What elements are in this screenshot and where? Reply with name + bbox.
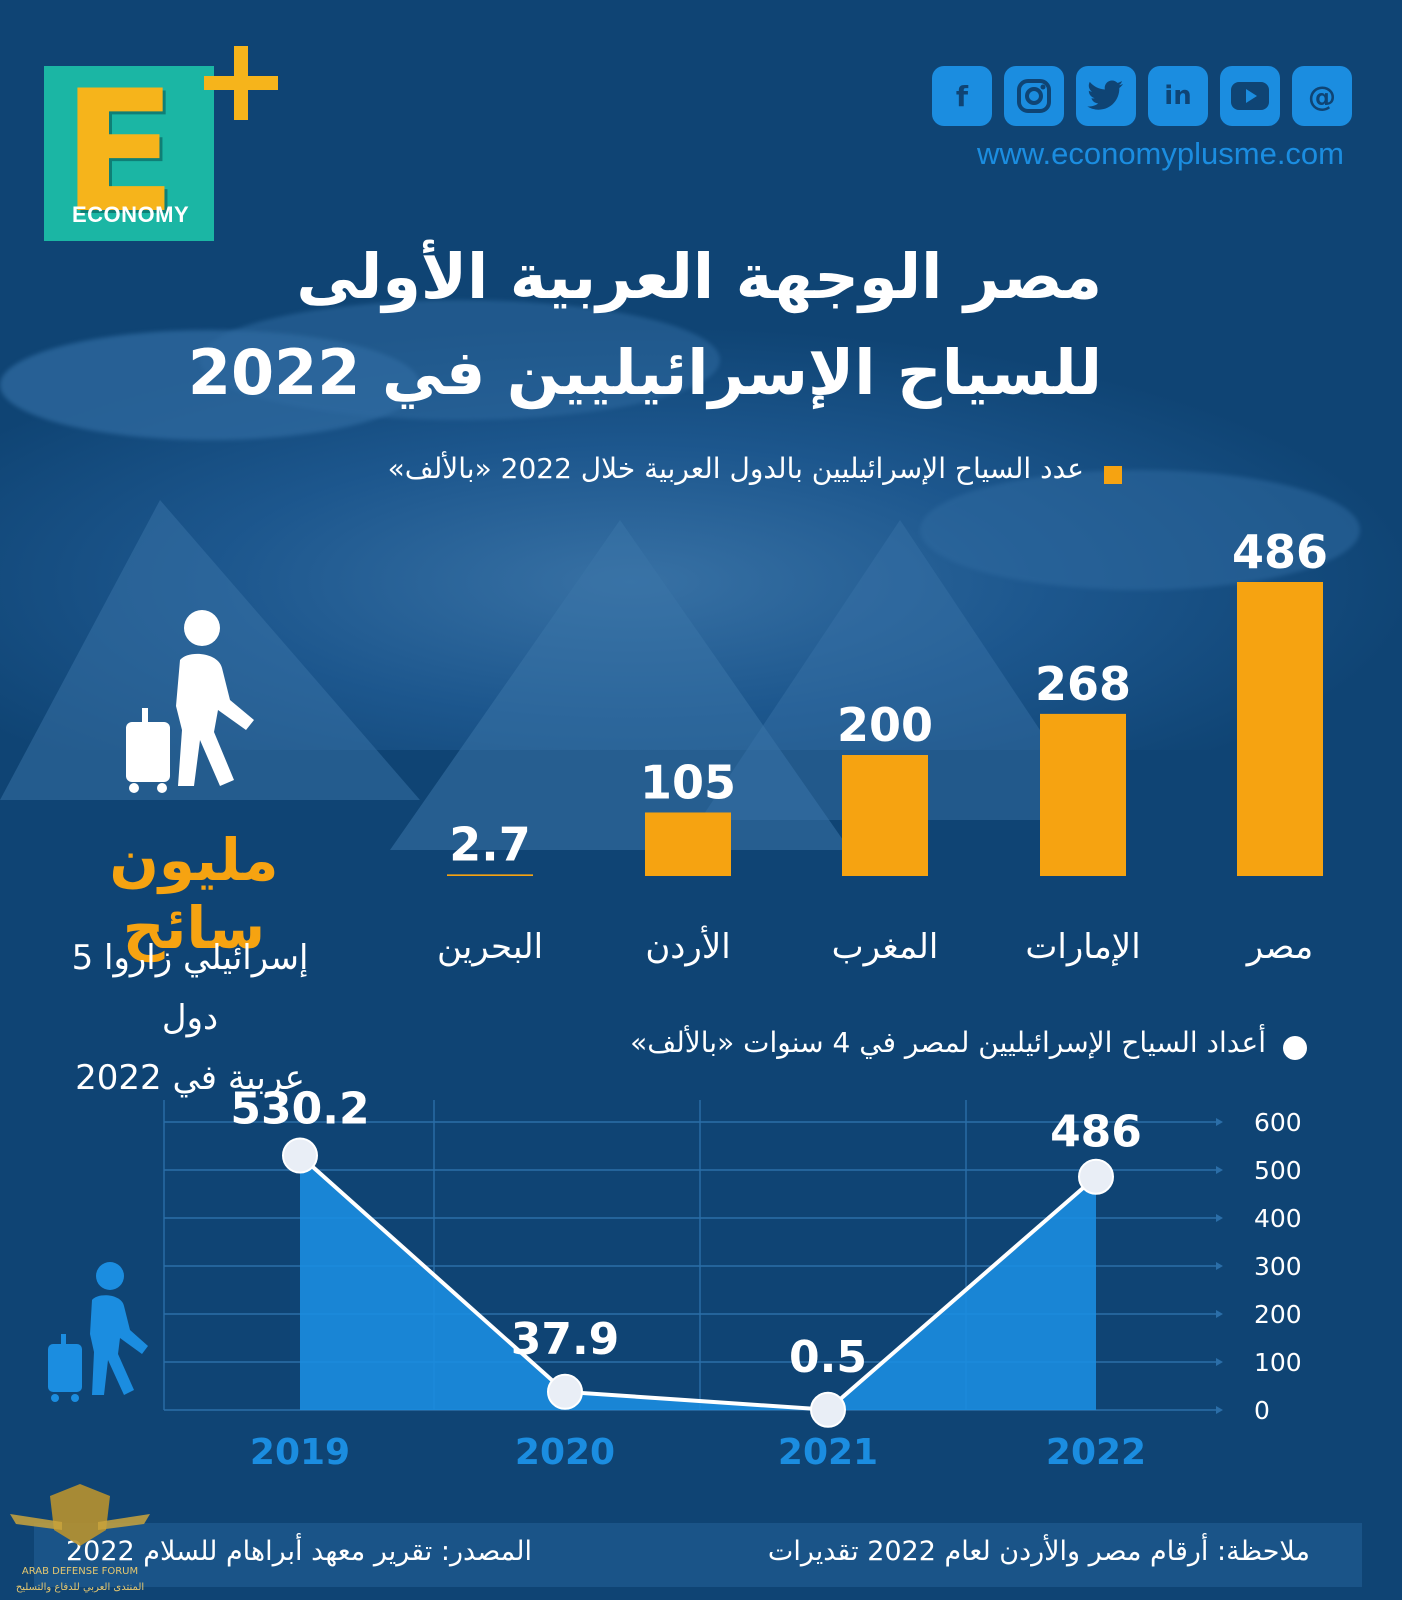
x-tick-label: 2022	[1046, 1432, 1146, 1473]
watermark-text-ar: المنتدى العربي للدفاع والتسليح	[16, 1582, 144, 1593]
bar-category-label: مصر	[1245, 927, 1313, 967]
bar	[447, 874, 533, 876]
y-tick-label: 400	[1254, 1204, 1302, 1233]
y-tick-label: 200	[1254, 1300, 1302, 1329]
y-tick-label: 500	[1254, 1156, 1302, 1185]
y-tick-label: 0	[1254, 1396, 1270, 1425]
bar	[1040, 713, 1126, 876]
title-line-2: للسياح الإسرائيليين في 2022	[187, 336, 1102, 409]
data-point	[282, 1137, 318, 1174]
grid-arrow	[1216, 1118, 1223, 1126]
instagram-icon[interactable]	[1004, 66, 1064, 126]
grid-arrow	[1216, 1166, 1223, 1174]
series-line	[298, 1154, 1098, 1412]
million-tourists-label: مليون سائح	[109, 826, 279, 962]
bar-chart: 486 مصر 268 الإمارات 200 المغرب 105 الأردن 2.7 ال…	[437, 525, 1328, 967]
logo-backdrop	[44, 66, 214, 241]
line-legend-dot	[1283, 1036, 1307, 1060]
cloud-center	[200, 300, 720, 420]
x-tick-label: 2020	[515, 1432, 615, 1473]
y-tick-label: 600	[1254, 1108, 1302, 1137]
line-chart: 0 100 200 300 400 500 600 530.2 2019 37.9 2020 0.5 2…	[163, 1084, 1302, 1473]
social-icons: f in @	[932, 66, 1352, 126]
data-value-label: 37.9	[511, 1314, 620, 1365]
bar-category-label: البحرين	[437, 927, 543, 967]
data-point	[1078, 1158, 1114, 1195]
grid-arrow	[1216, 1406, 1223, 1414]
bar-value-label: 486	[1232, 525, 1328, 579]
traveler-icon	[126, 610, 254, 793]
pyramid-large	[390, 520, 850, 850]
bar-value-label: 268	[1035, 657, 1131, 711]
footer-source: المصدر: تقرير معهد أبراهام للسلام 2022	[66, 1536, 532, 1567]
x-tick-label: 2019	[250, 1432, 350, 1473]
side-description-line-2: عربية في 2022	[75, 1058, 305, 1098]
watermark-logo: ARAB DEFENSE FORUM المنتدى العربي للدفاع…	[10, 1484, 150, 1593]
data-value-label: 530.2	[230, 1084, 369, 1135]
grid-arrow	[1216, 1310, 1223, 1318]
bar	[645, 812, 731, 876]
line-chart-subtitle: أعداد السياح الإسرائيليين لمصر في 4 سنوا…	[630, 1026, 1266, 1059]
title-line-1: مصر الوجهة العربية الأولى	[296, 240, 1102, 313]
data-point	[810, 1391, 846, 1428]
grid-arrow	[1216, 1262, 1223, 1270]
bar-value-label: 105	[640, 755, 736, 809]
bar-chart-subtitle: عدد السياح الإسرائيليين بالدول العربية خ…	[387, 452, 1084, 485]
area-fill	[300, 1155, 1096, 1410]
grid-arrow	[1216, 1214, 1223, 1222]
facebook-icon[interactable]: f	[932, 66, 992, 126]
linkedin-icon[interactable]: in	[1148, 66, 1208, 126]
side-description-line-1: إسرائيلي زاروا 5 دول	[71, 938, 309, 1038]
bar-value-label: 200	[837, 698, 933, 752]
data-point	[547, 1373, 583, 1410]
bar-value-label: 2.7	[449, 817, 531, 871]
data-value-label: 0.5	[789, 1332, 867, 1383]
logo-wordmark: ECONOMY	[72, 202, 190, 227]
cloud-right	[920, 470, 1360, 590]
traveler-icon-small	[48, 1262, 148, 1402]
twitter-icon[interactable]	[1076, 66, 1136, 126]
youtube-icon[interactable]	[1220, 66, 1280, 126]
data-value-label: 486	[1050, 1107, 1142, 1158]
bar	[1237, 582, 1323, 876]
watermark-text-en: ARAB DEFENSE FORUM	[22, 1566, 138, 1577]
bar-category-label: الإمارات	[1025, 927, 1140, 967]
economy-plus-logo: E ECONOMY	[44, 46, 278, 250]
bar-category-label: المغرب	[832, 927, 939, 967]
grid-arrow	[1216, 1358, 1223, 1366]
logo-letter: E	[62, 54, 177, 250]
logo-plus-icon	[204, 46, 278, 120]
website-url[interactable]: www.economyplusme.com	[977, 136, 1344, 171]
side-description: إسرائيلي زاروا 5 دول عربية في 2022	[40, 928, 340, 1108]
bar-legend-square	[1104, 466, 1122, 484]
bar	[842, 755, 928, 876]
footer-note: ملاحظة: أرقام مصر والأردن لعام 2022 تقدي…	[767, 1536, 1310, 1567]
threads-icon[interactable]: @	[1292, 66, 1352, 126]
x-tick-label: 2021	[778, 1432, 878, 1473]
footer-bar	[34, 1523, 1362, 1587]
bar-category-label: الأردن	[645, 925, 730, 967]
y-tick-label: 300	[1254, 1252, 1302, 1281]
y-tick-label: 100	[1254, 1348, 1302, 1377]
